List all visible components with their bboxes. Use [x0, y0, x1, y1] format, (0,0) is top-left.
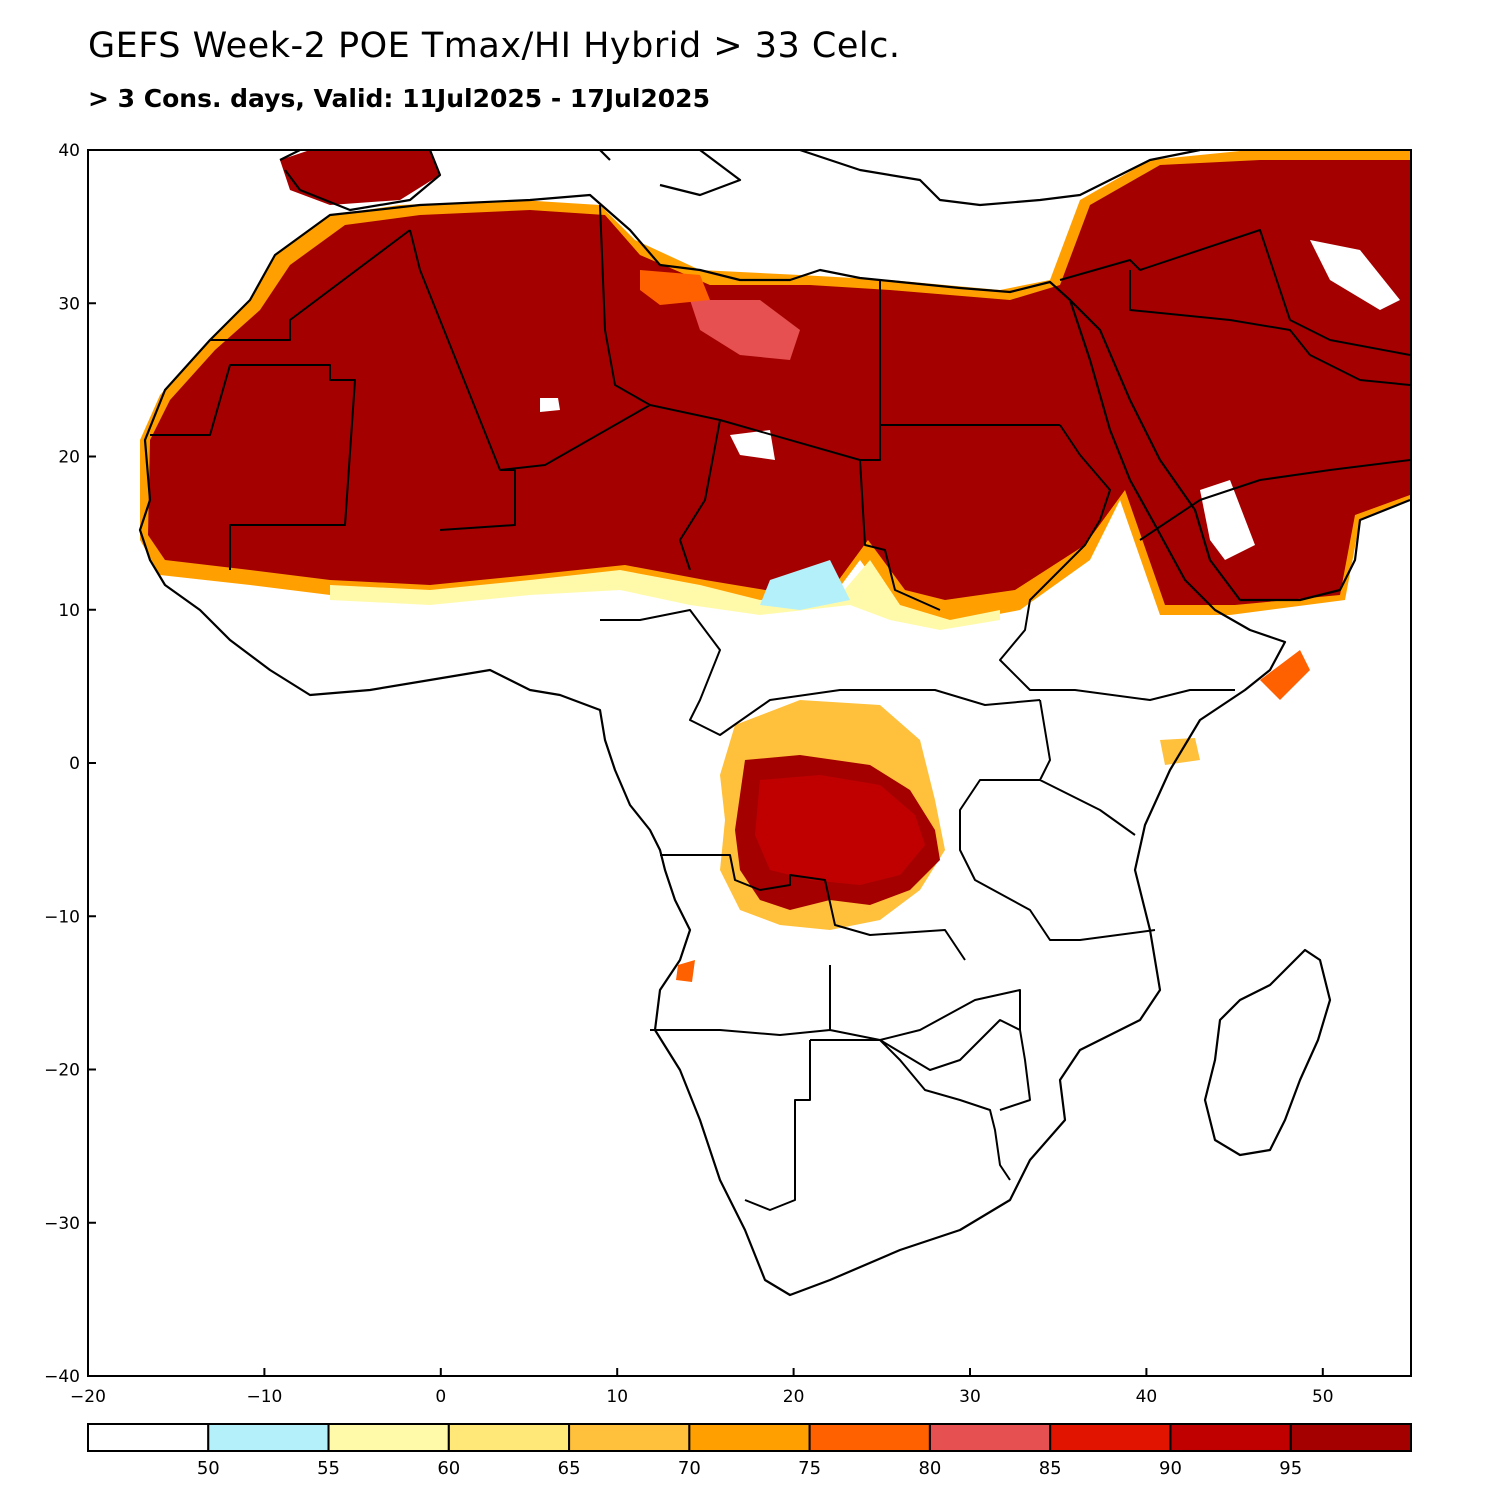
- colorbar-label: 85: [1039, 1458, 1062, 1479]
- x-tick-label: 30: [959, 1387, 981, 1407]
- country-borders: [150, 204, 1411, 1211]
- colorbar-swatch: [1169, 1423, 1292, 1452]
- x-tick-label: 50: [1312, 1387, 1334, 1407]
- colorbar: 50 55 60 65 70 75 80 85 90 95: [87, 1423, 1413, 1479]
- shading-angola: [676, 960, 695, 982]
- colorbar-swatch: [1289, 1423, 1413, 1452]
- shading-horn: [1260, 650, 1310, 700]
- y-tick-label: −20: [44, 1061, 80, 1081]
- colorbar-label: 75: [798, 1458, 821, 1479]
- border-lines: [150, 204, 1411, 1211]
- x-tick-label: 0: [435, 1387, 446, 1407]
- colorbar-label: 80: [918, 1458, 941, 1479]
- colorbar-swatch: [447, 1423, 571, 1452]
- colorbar-swatch: [688, 1423, 811, 1452]
- colorbar-label: 70: [678, 1458, 701, 1479]
- shading-chad-cyan: [760, 560, 850, 610]
- colorbar-label: 95: [1279, 1458, 1302, 1479]
- map-title: GEFS Week-2 POE Tmax/HI Hybrid > 33 Celc…: [88, 26, 901, 66]
- x-tick-label: 20: [783, 1387, 805, 1407]
- colorbar-swatch: [808, 1423, 931, 1452]
- colorbar-swatch: [1049, 1423, 1172, 1452]
- map-subtitle: > 3 Cons. days, Valid: 11Jul2025 - 17Jul…: [88, 84, 710, 113]
- shading-iran-pale: [1310, 240, 1400, 310]
- shading-iberia: [280, 150, 440, 205]
- x-tick-label: 40: [1136, 1387, 1158, 1407]
- africa-coastline: [138, 193, 1287, 1297]
- colorbar-label: 50: [197, 1458, 220, 1479]
- x-tick-label: −20: [70, 1387, 106, 1407]
- arabia-coastline: [1069, 299, 1411, 602]
- y-tick-label: −30: [44, 1214, 80, 1234]
- shading-libya-light: [690, 300, 800, 360]
- x-axis: −20 −10 0 10 20 30 40 50: [70, 1368, 1334, 1407]
- x-tick-label: 10: [606, 1387, 628, 1407]
- y-tick-label: −10: [44, 907, 80, 927]
- x-tick-label: −10: [246, 1387, 282, 1407]
- shading-sahel-fringe: [330, 560, 1000, 630]
- y-tick-label: 30: [58, 294, 80, 314]
- y-tick-label: 40: [58, 141, 80, 161]
- shading-congo-mid: [755, 775, 925, 885]
- colorbar-label: 55: [317, 1458, 340, 1479]
- shading-niger-pocket: [540, 398, 560, 412]
- colorbar-label: 65: [558, 1458, 581, 1479]
- y-tick-label: 0: [69, 754, 80, 774]
- y-tick-label: 10: [58, 601, 80, 621]
- colorbar-swatch: [568, 1423, 691, 1452]
- y-tick-label: 20: [58, 448, 80, 468]
- shading-libya-pale: [640, 270, 710, 305]
- shading-sahara-core: [148, 160, 1410, 605]
- colorbar-swatch: [327, 1423, 450, 1452]
- shading-arabia-pale: [1200, 480, 1255, 560]
- colorbar-swatch: [207, 1423, 330, 1452]
- colorbar-swatch: [87, 1423, 210, 1452]
- coastlines: [138, 148, 1411, 1297]
- y-tick-label: −40: [44, 1367, 80, 1387]
- colorbar-label: 60: [437, 1458, 460, 1479]
- probability-shading: [140, 150, 1410, 982]
- madagascar-coastline: [1203, 948, 1332, 1157]
- mediterranean-north: [279, 148, 1201, 212]
- colorbar-label: 90: [1159, 1458, 1182, 1479]
- shading-chad-pocket: [730, 430, 775, 460]
- colorbar-swatch: [928, 1423, 1052, 1452]
- y-axis: 40 30 20 10 0 −10 −20 −30 −40: [44, 141, 96, 1387]
